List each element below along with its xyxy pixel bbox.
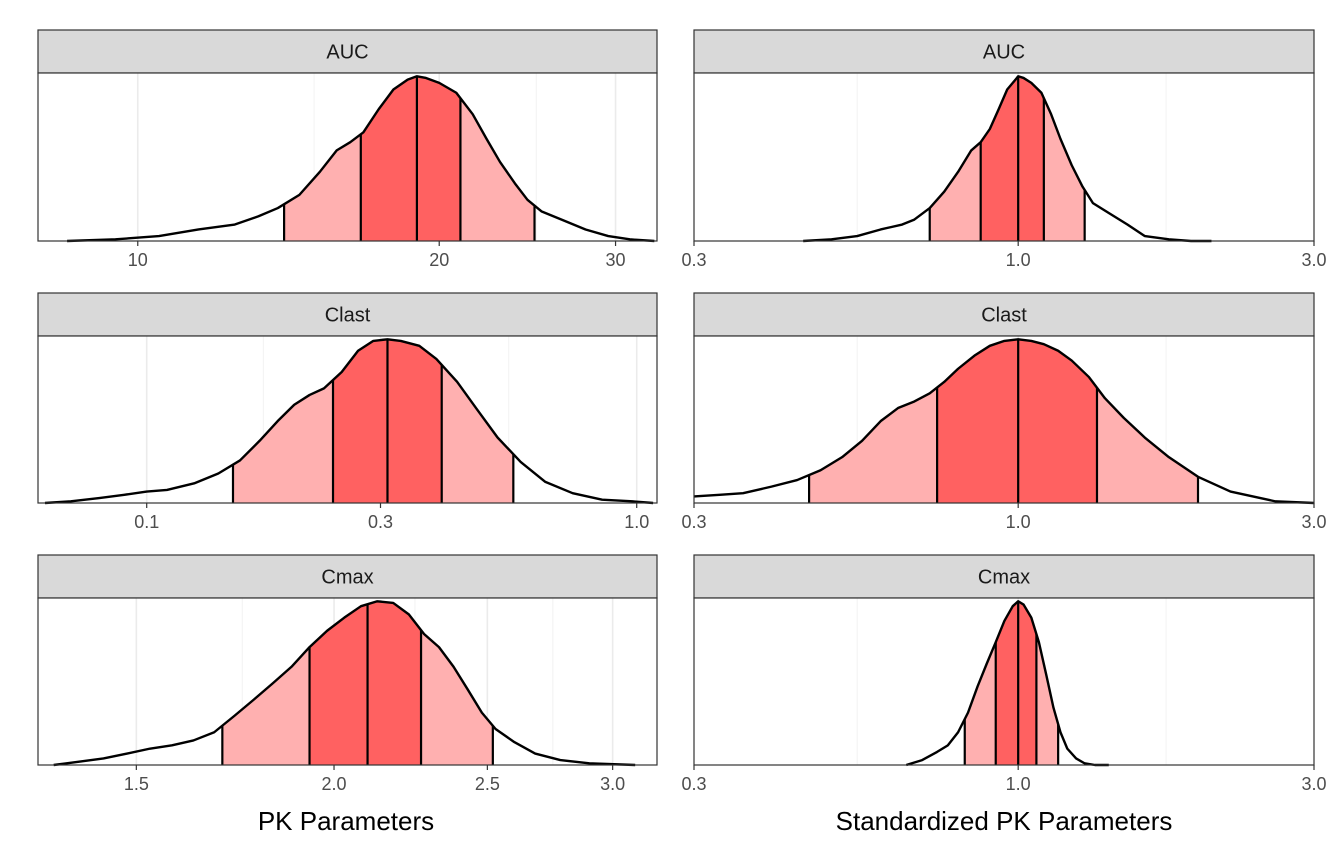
inner-quantile-band	[995, 601, 1037, 765]
inner-quantile-band	[937, 339, 1097, 503]
x-tick-label: 20	[429, 250, 449, 270]
density-curve	[44, 338, 654, 505]
strip-background	[693, 292, 1315, 337]
panel-clast-left: Clast 0.1 0.3 1.0	[37, 292, 658, 532]
x-tick-label: 3.0	[1301, 512, 1326, 532]
panel-cmax-right: Cmax 0.3 1.0 3.0	[681, 554, 1327, 794]
x-tick-label: 0.3	[368, 512, 393, 532]
x-tick-label: 1.0	[1006, 774, 1031, 794]
x-tick-label: 3.0	[1301, 250, 1326, 270]
x-tick-label: 0.1	[134, 512, 159, 532]
panel-border	[693, 335, 1315, 504]
panel-border	[693, 72, 1315, 242]
x-tick-label: 0.3	[681, 774, 706, 794]
x-tick-label: 0.3	[681, 250, 706, 270]
x-axis-title-right: Standardized PK Parameters	[836, 806, 1173, 836]
panel-clast-right: Clast 0.3 1.0 3.0	[681, 292, 1327, 532]
strip-label: Clast	[981, 305, 1027, 327]
panel-border	[37, 335, 658, 504]
panel-border	[37, 597, 658, 766]
density-curve	[693, 338, 1315, 505]
strip-background	[37, 29, 658, 74]
inner-quantile-band	[360, 76, 461, 241]
strip-background	[37, 554, 658, 599]
strip-background	[37, 292, 658, 337]
x-tick-label: 0.3	[681, 512, 706, 532]
x-tick-label: 2.0	[322, 774, 347, 794]
strip-label: Cmax	[978, 567, 1030, 589]
inner-quantile-band	[309, 601, 422, 765]
panel-auc-right: AUC 0.3 1.0 3.0	[681, 29, 1327, 270]
strip-label: AUC	[326, 42, 368, 64]
strip-background	[693, 554, 1315, 599]
density-curve	[67, 75, 655, 243]
x-tick-label: 2.5	[475, 774, 500, 794]
density-curve	[803, 75, 1212, 243]
strip-label: Cmax	[321, 567, 373, 589]
panel-border	[37, 72, 658, 242]
x-tick-label: 1.5	[124, 774, 149, 794]
strip-label: AUC	[983, 42, 1025, 64]
panel-border	[693, 597, 1315, 766]
x-tick-label: 1.0	[1006, 250, 1031, 270]
strip-label: Clast	[325, 305, 371, 327]
density-curve	[905, 600, 1109, 767]
panel-cmax-left: Cmax 1.5 2.0 2.5 3.0	[37, 554, 658, 794]
density-curve	[53, 600, 636, 767]
panel-auc-left: AUC 10 20 30	[37, 29, 658, 270]
x-tick-label: 10	[128, 250, 148, 270]
x-tick-label: 3.0	[1301, 774, 1326, 794]
x-tick-label: 30	[606, 250, 626, 270]
strip-background	[693, 29, 1315, 74]
x-tick-label: 1.0	[624, 512, 649, 532]
x-tick-label: 3.0	[600, 774, 625, 794]
inner-quantile-band	[980, 76, 1044, 241]
x-tick-label: 1.0	[1006, 512, 1031, 532]
x-axis-title-left: PK Parameters	[258, 806, 434, 836]
